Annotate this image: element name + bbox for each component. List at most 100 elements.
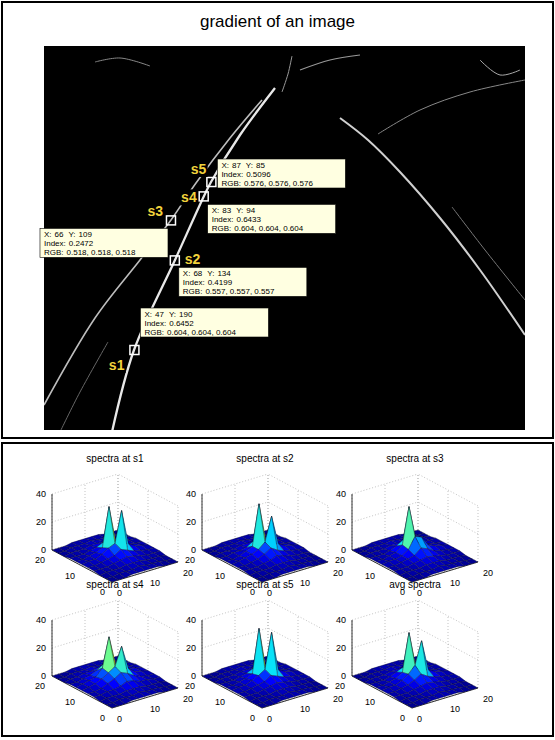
surface-plot: spectra at s5020400102001020: [185, 579, 343, 724]
tip-value: 134: [217, 269, 231, 278]
grid-line: [52, 600, 118, 620]
surface-cell: [106, 703, 119, 708]
tip-label: RGB:: [44, 248, 64, 257]
grid: [52, 474, 178, 582]
x-tick-label: 0: [117, 714, 122, 724]
label-patch: [180, 189, 198, 205]
data-point: [170, 256, 179, 265]
plot-title: avg spectra: [389, 579, 441, 590]
grid-line: [385, 610, 386, 666]
y-tick-label: 20: [335, 681, 345, 691]
tip-value: 87: [232, 161, 241, 170]
surface: [52, 507, 178, 582]
image-title: gradient of an image: [200, 12, 355, 31]
y-tick-label: 10: [365, 697, 375, 707]
grid-line: [118, 600, 178, 632]
data-tip: X:83Y:94Index:0.6433RGB:0.604, 0.604, 0.…: [208, 204, 336, 233]
grid-line: [52, 474, 118, 494]
surface-cell: [265, 632, 278, 676]
z-tick-label: 20: [186, 517, 196, 527]
tip-label: X:: [221, 161, 229, 170]
tick-labels: 020400102001020: [35, 615, 193, 724]
tick-labels: 020400102001020: [35, 489, 193, 598]
data-point: [166, 216, 175, 225]
z-tick-label: 40: [336, 615, 346, 625]
grid-line: [268, 628, 328, 660]
x-tick-label: 20: [333, 568, 343, 578]
gradient-edge: [452, 207, 525, 300]
x-tick-label: 10: [300, 578, 310, 588]
z-tick-label: 20: [36, 643, 46, 653]
surface: [52, 637, 178, 708]
point-label-group: s3: [146, 203, 164, 219]
data-tip-box: [217, 159, 345, 188]
gradient-edge: [300, 55, 360, 70]
point-label: s5: [191, 161, 207, 177]
tip-line: X:83Y:94: [212, 206, 256, 215]
grid: [352, 600, 478, 708]
grid-line: [352, 600, 418, 620]
tip-value: 0.576, 0.576, 0.576: [244, 179, 314, 188]
z-axis-line: [352, 620, 353, 676]
surface-cell: [252, 504, 265, 550]
z-tick-label: 0: [191, 545, 196, 555]
z-tick-label: 40: [186, 489, 196, 499]
tip-value: 0.557, 0.557, 0.557: [205, 287, 275, 296]
grid-line: [85, 484, 86, 540]
x-tick-label: 20: [333, 694, 343, 704]
z-tick-label: 20: [186, 643, 196, 653]
point-label-group: s1: [108, 357, 126, 373]
grid-line: [202, 474, 268, 494]
surface-cell: [252, 628, 265, 675]
tip-line: RGB:0.518, 0.518, 0.518: [44, 248, 136, 257]
gradient-edge: [282, 56, 292, 92]
y-tick-label: 0: [100, 713, 105, 723]
plot-title: spectra at s3: [386, 453, 444, 464]
data-tip-box: [179, 267, 307, 296]
z-tick-label: 0: [191, 671, 196, 681]
point-label-group: s4: [180, 189, 198, 205]
surface-plot: avg spectra020400102001020: [335, 579, 493, 724]
z-tick-label: 0: [341, 545, 346, 555]
grid-line: [352, 494, 353, 550]
data-tip-box: [140, 308, 268, 337]
grid: [202, 474, 328, 582]
data-tip: X:87Y:85Index:0.5096RGB:0.576, 0.576, 0.…: [217, 159, 345, 188]
surface-cell: [102, 637, 115, 673]
label-patch: [190, 161, 208, 177]
z-axis-line: [52, 494, 53, 550]
z-tick-label: 40: [186, 615, 196, 625]
surface-plot: spectra at s1020400102001020: [35, 453, 193, 598]
surface-plot: spectra at s4020400102001020: [35, 579, 193, 724]
y-tick-label: 0: [400, 713, 405, 723]
grid: [202, 600, 328, 708]
tip-label: Y:: [68, 230, 75, 239]
grid-line: [202, 600, 268, 620]
data-tip-box: [208, 204, 336, 233]
tip-line: X:66Y:109: [44, 230, 92, 239]
x-tick-label: 10: [150, 578, 160, 588]
tip-value: 190: [179, 310, 193, 319]
tip-label: Y:: [169, 310, 176, 319]
point-label-group: s5: [190, 161, 208, 177]
x-tick-label: 0: [417, 714, 422, 724]
grid-line: [85, 610, 86, 666]
y-tick-label: 20: [335, 555, 345, 565]
tip-label: RGB:: [221, 179, 241, 188]
point-label: s1: [109, 357, 125, 373]
x-tick-label: 20: [183, 694, 193, 704]
tip-label: RGB:: [212, 224, 232, 233]
tick-labels: 020400102001020: [185, 615, 343, 724]
data-tips: X:47Y:190Index:0.6452RGB:0.604, 0.604, 0…: [40, 159, 345, 337]
grid-line: [52, 620, 53, 676]
tip-label: X:: [212, 206, 220, 215]
grid-line: [268, 474, 328, 506]
z-tick-label: 0: [41, 671, 46, 681]
tip-line: RGB:0.557, 0.557, 0.557: [183, 287, 275, 296]
tip-value: 47: [155, 310, 164, 319]
label-patch: [146, 203, 164, 219]
grid-line: [268, 502, 328, 534]
grid-line: [52, 494, 53, 550]
grid-line: [202, 620, 203, 676]
tip-line: RGB:0.576, 0.576, 0.576: [221, 179, 313, 188]
